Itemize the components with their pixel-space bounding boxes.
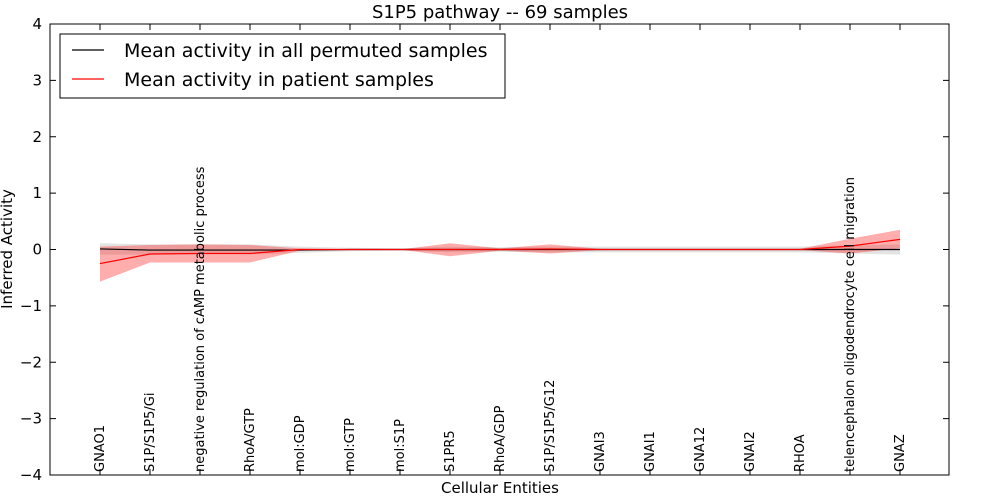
chart-title: S1P5 pathway -- 69 samples (372, 2, 628, 23)
x-axis-ticks (99, 24, 901, 475)
category-label-telencephalon-oligodendrocyte-cell-migration: telencephalon oligodendrocyte cell migra… (843, 177, 858, 472)
y-tick-label: −3 (20, 410, 42, 428)
category-label-gna12: GNA12 (693, 427, 708, 472)
y-axis-title: Inferred Activity (0, 189, 16, 309)
category-label-negative-regulation-of-camp-metabolic-process: negative regulation of cAMP metabolic pr… (193, 166, 208, 472)
category-label-s1p-s1p5-g12: S1P/S1P5/G12 (543, 380, 558, 472)
category-label-s1p-s1p5-gi: S1P/S1P5/Gi (143, 393, 158, 472)
category-label-mol-gdp: mol:GDP (293, 415, 308, 472)
category-label-s1pr5: S1PR5 (443, 430, 458, 472)
y-tick-label: −1 (20, 297, 42, 315)
category-label-gnai2: GNAI2 (743, 431, 758, 472)
category-label-rhoa-gtp: RhoA/GTP (243, 408, 258, 472)
legend-label-patient: Mean activity in patient samples (124, 69, 434, 91)
y-tick-label: 1 (32, 184, 42, 202)
category-label-mol-gtp: mol:GTP (343, 418, 358, 472)
category-label-gnai1: GNAI1 (643, 431, 658, 472)
y-tick-label: 3 (32, 71, 42, 89)
category-label-rhoa: RHOA (793, 434, 808, 472)
legend-label-permuted: Mean activity in all permuted samples (124, 40, 487, 62)
legend-box (59, 33, 506, 99)
confidence-bands (100, 229, 900, 282)
y-axis-ticks: −4 −3 −2 −1 0 1 2 3 4 (20, 15, 949, 484)
x-axis-title: Cellular Entities (441, 479, 559, 497)
category-label-gnai3: GNAI3 (593, 431, 608, 472)
line-series-1 (99, 238, 901, 265)
category-label-rhoa-gdp: RhoA/GDP (493, 405, 508, 472)
category-label-gnaz: GNAZ (893, 434, 908, 472)
y-tick-label: 2 (32, 128, 42, 146)
y-tick-label: 0 (32, 241, 42, 259)
band-series-1 (100, 229, 900, 282)
category-label-mol-s1p: mol:S1P (393, 419, 408, 472)
category-label-gnao1: GNAO1 (93, 425, 108, 472)
category-labels: GNAO1 S1P/S1P5/Gi negative regulation of c… (93, 166, 908, 472)
y-tick-label: −2 (20, 353, 42, 371)
legend: Mean activity in all permuted samples Me… (59, 33, 506, 99)
series-lines (99, 238, 901, 265)
y-tick-label: −4 (20, 466, 42, 484)
y-tick-label: 4 (32, 15, 42, 33)
